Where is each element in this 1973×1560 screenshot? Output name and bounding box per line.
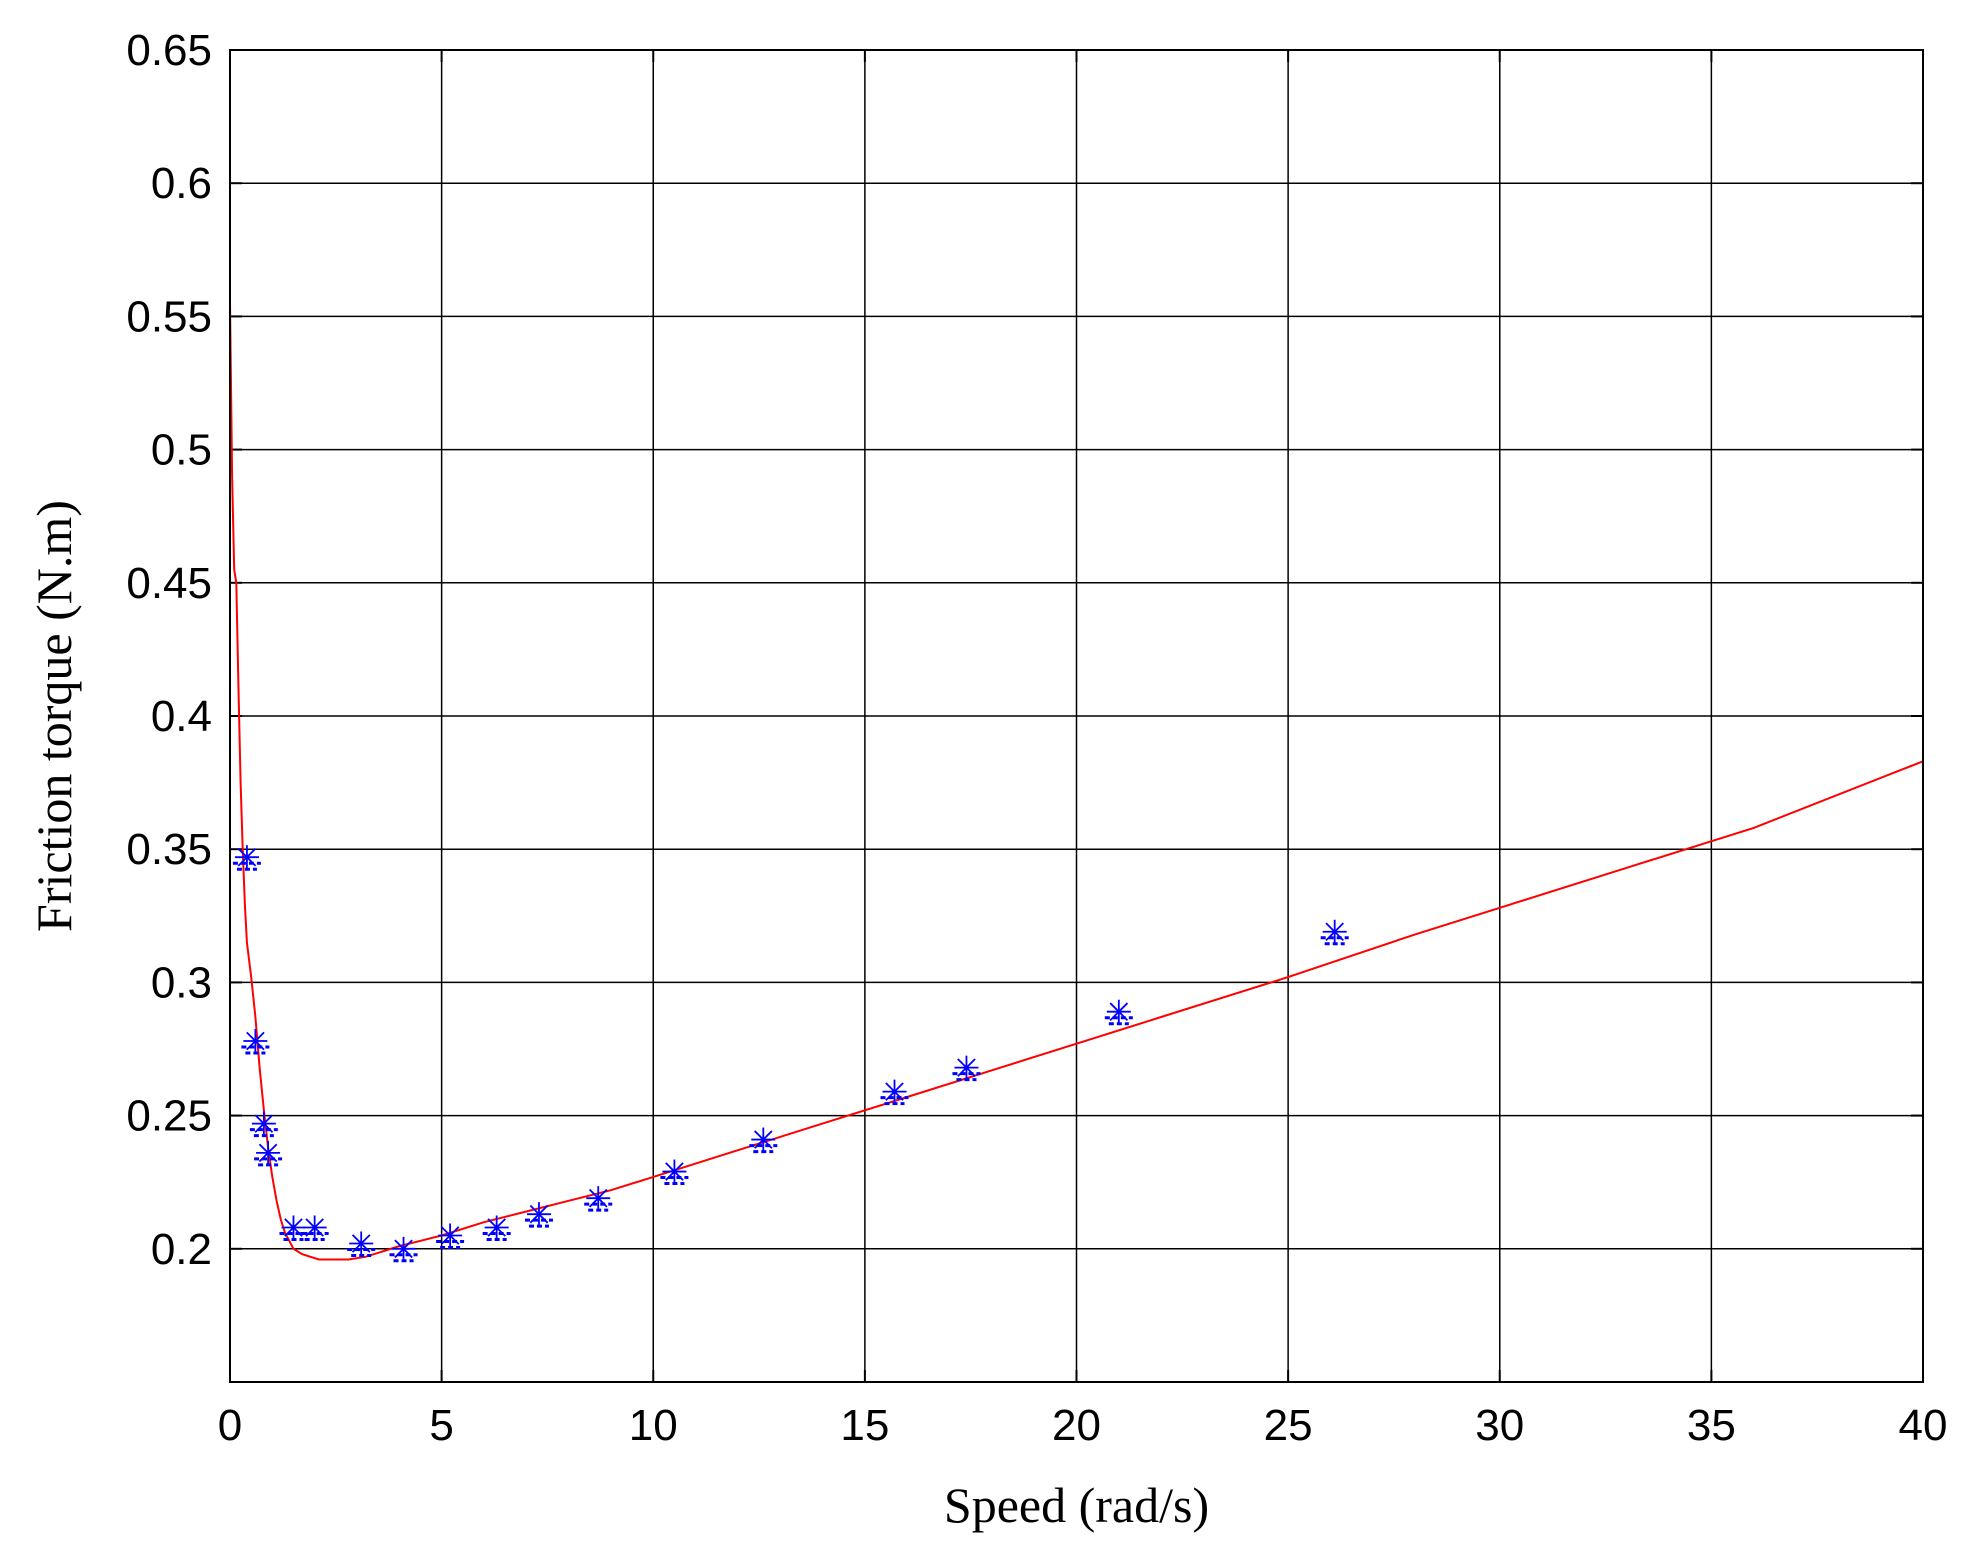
x-tick-label: 10: [629, 1401, 678, 1450]
data-point: [1320, 919, 1349, 946]
data-point: [279, 1215, 308, 1241]
data-point: [241, 1029, 270, 1055]
x-tick-label: 40: [1899, 1401, 1948, 1450]
data-point: [254, 1140, 283, 1167]
fit-curve-line: [229, 303, 1924, 1261]
y-tick-label: 0.25: [126, 1092, 212, 1141]
data-point: [347, 1231, 376, 1257]
data-point: [952, 1055, 981, 1082]
plot-series: [229, 303, 1924, 1263]
x-tick-label: 30: [1475, 1401, 1524, 1450]
y-axis-title: Friction torque (N.m): [26, 500, 82, 932]
data-point: [584, 1186, 613, 1212]
x-tick-labels: 0 5 10 15 20 25 30 35 40: [218, 1401, 1948, 1450]
x-tick-label: 35: [1687, 1401, 1736, 1450]
data-point: [880, 1079, 909, 1106]
plot-frame: [229, 49, 1924, 1383]
y-tick-label: 0.4: [151, 692, 212, 741]
data-point: [749, 1127, 778, 1154]
y-tick-labels: 0.2 0.25 0.3 0.35 0.4 0.45 0.5 0.55 0.6 0.65: [126, 26, 212, 1274]
data-point: [660, 1159, 689, 1186]
x-tick-label: 0: [218, 1401, 242, 1450]
y-tick-label: 0.2: [151, 1225, 212, 1274]
y-tick-label: 0.3: [151, 958, 212, 1007]
data-point: [300, 1215, 329, 1241]
data-point: [389, 1236, 418, 1263]
data-point: [1104, 999, 1133, 1026]
y-tick-label: 0.35: [126, 825, 212, 874]
x-axis-title: Speed (rad/s): [944, 1477, 1209, 1533]
data-point: [249, 1111, 278, 1138]
y-tick-label: 0.55: [126, 292, 212, 341]
x-tick-label: 25: [1264, 1401, 1313, 1450]
data-point: [436, 1223, 465, 1249]
x-tick-label: 20: [1052, 1401, 1101, 1450]
y-tick-label: 0.6: [151, 159, 212, 208]
y-tick-label: 0.65: [126, 26, 212, 75]
data-point: [482, 1215, 511, 1241]
y-tick-label: 0.5: [151, 426, 212, 475]
grid-lines: [230, 50, 1923, 1382]
data-point: [232, 845, 261, 871]
x-tick-label: 5: [429, 1401, 453, 1450]
y-tick-label: 0.45: [126, 559, 212, 608]
data-point: [524, 1202, 553, 1228]
x-tick-label: 15: [840, 1401, 889, 1450]
